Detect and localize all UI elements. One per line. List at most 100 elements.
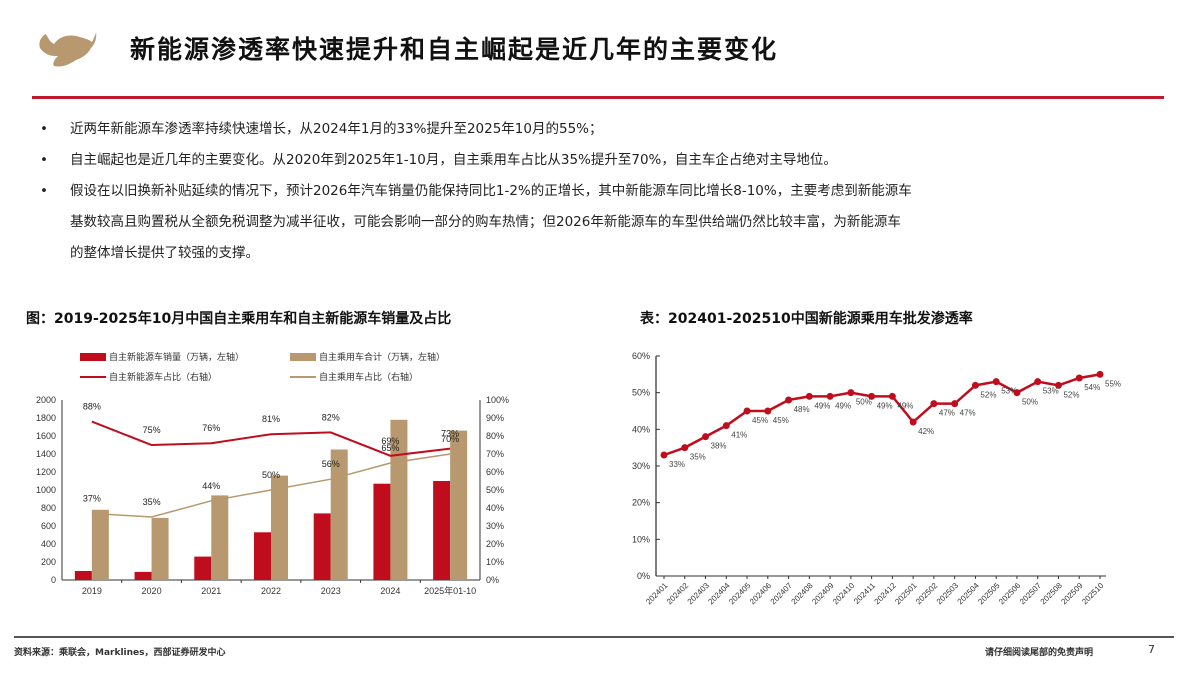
- x-tick-label: 202503: [935, 581, 961, 607]
- data-label: 49%: [877, 401, 893, 410]
- x-tick-label: 2021: [201, 586, 221, 596]
- x-tick-label: 2019: [82, 586, 102, 596]
- disclaimer-note: 请仔细阅读尾部的免责声明: [985, 648, 1094, 658]
- y-tick-label: 10%: [632, 534, 650, 544]
- data-point: [930, 400, 938, 408]
- y-tick-label: 1400: [36, 449, 56, 459]
- data-point: [743, 407, 751, 415]
- bullet-text: 自主崛起也是近几年的主要变化。从2020年到2025年1-10月，自主乘用车占比…: [70, 152, 837, 168]
- total-sales-bar: [390, 419, 408, 580]
- legend-item: 自主新能源车销量（万辆，左轴）: [80, 350, 244, 363]
- data-point: [764, 407, 772, 415]
- y-tick-label: 20%: [632, 498, 650, 508]
- penetration-line: [663, 373, 1101, 457]
- data-label: 45%: [752, 416, 768, 425]
- data-point: [868, 392, 876, 400]
- nev-sales-bar: [134, 571, 152, 580]
- legend-item: 自主乘用车占比（右轴）: [290, 370, 418, 383]
- y-tick-label: 400: [41, 539, 56, 549]
- x-tick-label: 202507: [1018, 581, 1044, 607]
- left-chart-title: 图：2019-2025年10月中国自主乘用车和自主新能源车销量及占比: [26, 311, 452, 327]
- data-point: [909, 418, 917, 426]
- data-label: 42%: [918, 427, 934, 436]
- data-label: 52%: [980, 390, 996, 399]
- legend-swatch: [290, 352, 316, 361]
- x-tick-label: 2020: [142, 586, 162, 596]
- bullet-marker: •: [40, 183, 48, 199]
- data-label: 75%: [143, 425, 161, 435]
- data-label: 35%: [690, 453, 706, 462]
- x-tick-label: 202406: [748, 581, 774, 607]
- nev-sales-bar: [313, 513, 331, 580]
- x-tick-label: 202401: [644, 581, 670, 607]
- bullet-text-line: 基数较高且购置税从全额免税调整为减半征收，可能会影响一部分的购车热情；但2026…: [70, 214, 901, 230]
- x-tick-label: 202509: [1059, 581, 1085, 607]
- data-label: 49%: [814, 401, 830, 410]
- data-label: 70%: [441, 434, 459, 444]
- legend-swatch: [80, 352, 106, 361]
- data-point: [847, 389, 855, 397]
- x-tick-label: 202407: [769, 581, 795, 607]
- data-point: [992, 378, 1000, 386]
- y-tick-label: 60%: [486, 467, 504, 477]
- data-label: 88%: [83, 402, 101, 412]
- total-sales-bar: [450, 430, 468, 580]
- data-label: 69%: [381, 436, 399, 446]
- right-line-chart: 0% 10% 20% 30% 40% 50% 60% 33% 202401 35% 202402 38…: [632, 351, 1121, 607]
- total-sales-bar: [330, 449, 348, 580]
- data-point: [1034, 378, 1042, 386]
- data-label: 33%: [669, 460, 685, 469]
- nev-sales-bar: [194, 556, 212, 580]
- x-tick-label: 202404: [706, 581, 732, 607]
- y-tick-label: 0: [51, 575, 56, 585]
- x-tick-label: 202501: [893, 581, 919, 607]
- data-label: 50%: [856, 398, 872, 407]
- total-sales-bar: [211, 495, 229, 580]
- y-tick-label: 1000: [36, 485, 56, 495]
- total-sales-bar: [271, 475, 288, 580]
- y-tick-label: 70%: [486, 449, 504, 459]
- x-tick-label: 202405: [727, 581, 753, 607]
- data-label: 81%: [262, 414, 280, 424]
- y-tick-label: 20%: [486, 539, 504, 549]
- data-label: 50%: [262, 470, 280, 480]
- nev-sales-bar: [74, 571, 92, 580]
- data-label: 44%: [202, 481, 220, 491]
- x-tick-label: 202408: [790, 581, 816, 607]
- title-divider: [32, 96, 1164, 99]
- data-label: 73%: [441, 429, 459, 439]
- x-tick-label: 2025年01-10: [424, 585, 476, 596]
- data-label: 45%: [773, 416, 789, 425]
- y-tick-label: 90%: [486, 413, 504, 423]
- page-title: 新能源渗透率快速提升和自主崛起是近几年的主要变化: [130, 35, 779, 64]
- nev-share-line: [91, 420, 451, 457]
- data-point: [805, 392, 813, 400]
- data-label: 53%: [1043, 387, 1059, 396]
- legend-label: 自主乘用车占比（右轴）: [319, 373, 419, 383]
- x-tick-label: 2022: [261, 586, 281, 596]
- data-label: 48%: [794, 405, 810, 414]
- bullet-text-line: 的整体增长提供了较强的支撑。: [70, 245, 259, 261]
- x-tick-label: 202506: [997, 581, 1023, 607]
- x-tick-label: 202409: [810, 581, 836, 607]
- legend-item: 自主乘用车合计（万辆，左轴）: [290, 350, 445, 363]
- data-label: 56%: [322, 459, 340, 469]
- bullet-item: • 假设在以旧换新补贴延续的情况下，预计2026年汽车销量仍能保持同比1-2%的…: [40, 176, 1150, 269]
- nev-sales-bar: [254, 532, 271, 580]
- data-label: 76%: [202, 423, 220, 433]
- y-tick-label: 1800: [36, 413, 56, 423]
- footer-divider: [14, 636, 1174, 638]
- bullet-text: 近两年新能源车渗透率持续快速增长，从2024年1月的33%提升至2025年10月…: [70, 121, 603, 137]
- legend-label: 自主乘用车合计（万辆，左轴）: [319, 353, 446, 363]
- left-combo-chart: 0 200 400 600 800 1000 1200 1400 1600 1800 2000 0% 1…: [36, 395, 509, 596]
- bull-logo-icon: [39, 32, 97, 67]
- x-tick-label: 202412: [873, 581, 899, 607]
- data-point: [785, 396, 793, 404]
- page-number: 7: [1148, 643, 1155, 656]
- legend-swatch: [290, 375, 316, 378]
- domestic-share-line: [91, 453, 451, 518]
- bullet-text-line: 假设在以旧换新补贴延续的情况下，预计2026年汽车销量仍能保持同比1-2%的正增…: [70, 183, 912, 199]
- data-point: [951, 400, 959, 408]
- nev-sales-bar: [373, 483, 391, 580]
- data-point: [722, 422, 730, 430]
